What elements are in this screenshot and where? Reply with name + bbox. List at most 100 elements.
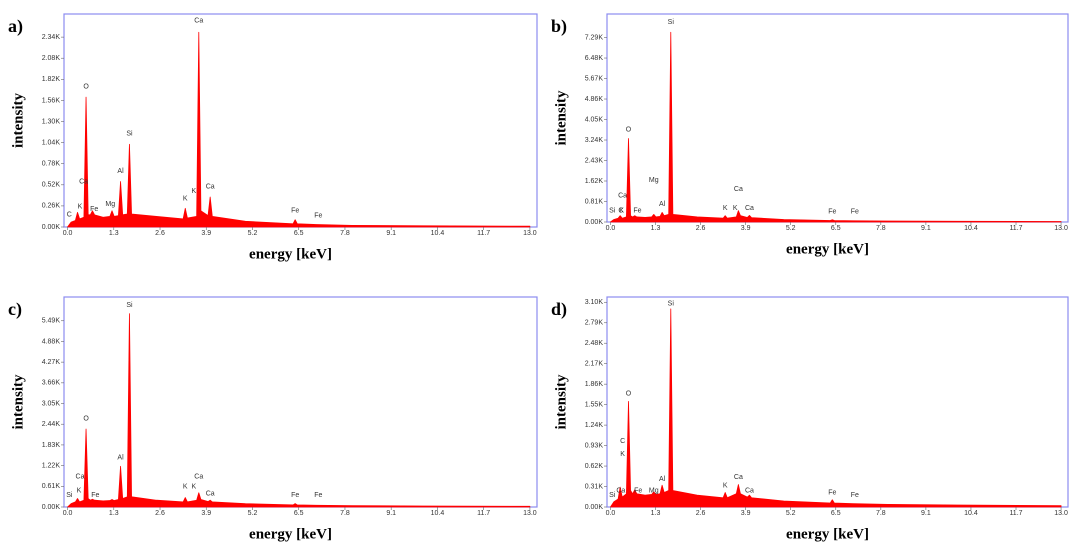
x-tick-label: 7.8: [876, 510, 886, 517]
x-tick-label: 2.6: [155, 510, 165, 517]
peak-label: K: [733, 205, 738, 212]
y-tick-label: 2.08K: [42, 55, 61, 62]
x-tick-label: 5.2: [248, 510, 258, 517]
peak-label: K: [723, 205, 728, 212]
peak-label: Fe: [314, 212, 322, 219]
y-tick-label: 0.93K: [585, 442, 604, 449]
x-tick-label: 0.0: [63, 510, 73, 517]
y-tick-label: 1.22K: [42, 462, 61, 469]
x-tick-label: 7.8: [340, 510, 350, 517]
x-tick-label: 7.8: [876, 225, 886, 232]
peak-label: O: [626, 390, 632, 397]
peak-label: Ca: [734, 474, 743, 481]
x-tick-label: 2.6: [155, 230, 165, 237]
x-axis-label: energy [keV]: [249, 246, 332, 262]
peak-label: Ca: [734, 186, 743, 193]
peak-label: Fe: [91, 492, 99, 499]
peak-label: Ca: [206, 183, 215, 190]
y-tick-label: 0.31K: [585, 483, 604, 490]
peak-label: Fe: [633, 207, 641, 214]
spectrum: [610, 31, 1062, 223]
x-tick-label: 1.3: [651, 510, 661, 517]
peak-label: Ca: [206, 490, 215, 497]
y-tick-label: 6.48K: [585, 55, 604, 62]
panel-label: c): [8, 299, 22, 320]
peak-label: Fe: [828, 489, 836, 496]
peak-label: Si: [609, 207, 616, 214]
y-tick-label: 2.79K: [585, 320, 604, 327]
y-tick-label: 4.05K: [585, 116, 604, 123]
x-tick-label: 11.7: [1009, 510, 1022, 517]
peak-label: Al: [659, 476, 666, 483]
x-tick-label: 5.2: [786, 225, 796, 232]
peak-label: Fe: [634, 487, 642, 494]
y-tick-label: 5.49K: [42, 318, 61, 325]
peak-label: O: [83, 83, 89, 90]
x-tick-label: 11.7: [477, 230, 490, 237]
y-tick-label: 0.00K: [42, 224, 61, 231]
y-tick-label: 3.10K: [585, 299, 604, 306]
y-tick-label: 2.48K: [585, 340, 604, 347]
x-tick-label: 3.9: [201, 510, 211, 517]
y-tick-label: 1.62K: [585, 178, 604, 185]
peak-label: O: [626, 126, 632, 133]
y-tick-label: 1.82K: [42, 76, 61, 83]
peak-label: Si: [126, 131, 133, 138]
y-tick-label: 0.61K: [42, 483, 61, 490]
peak-label: Ca: [79, 178, 88, 185]
peak-label: Fe: [90, 206, 98, 213]
peak-label: Mg: [649, 177, 659, 184]
peak-label: Fe: [851, 209, 859, 216]
x-tick-label: 1.3: [651, 225, 661, 232]
peak-label: Fe: [291, 492, 299, 499]
y-tick-label: 3.05K: [42, 400, 61, 407]
spectrum: [67, 31, 531, 228]
spectrum: [67, 313, 531, 508]
peak-label: Ca: [618, 192, 627, 199]
plot-frame: [606, 13, 1069, 223]
y-axis-label: intensity: [10, 93, 26, 149]
spectrum: [610, 308, 1062, 508]
panel-label: a): [8, 16, 23, 37]
x-tick-label: 9.1: [921, 510, 931, 517]
peak-label: Fe: [314, 492, 322, 499]
peak-label: K: [620, 451, 625, 458]
x-tick-label: 3.9: [201, 230, 211, 237]
y-tick-label: 1.55K: [585, 401, 604, 408]
x-axis-label: energy [keV]: [786, 526, 869, 542]
x-tick-label: 0.0: [606, 225, 616, 232]
peak-label: Fe: [291, 208, 299, 215]
y-tick-label: 0.26K: [42, 203, 61, 210]
peak-label: Mg: [105, 201, 115, 208]
peak-label: K: [723, 483, 728, 490]
x-tick-label: 0.0: [63, 230, 73, 237]
x-tick-label: 6.5: [831, 225, 841, 232]
x-tick-label: 9.1: [386, 510, 396, 517]
peak-label: Ca: [616, 487, 625, 494]
x-tick-label: 13.0: [523, 230, 537, 237]
y-tick-label: 1.83K: [42, 442, 61, 449]
peak-label: C: [67, 212, 72, 219]
x-tick-label: 9.1: [386, 230, 396, 237]
x-tick-label: 11.7: [1009, 225, 1022, 232]
x-axis-label: energy [keV]: [249, 526, 332, 542]
y-axis-label: intensity: [553, 90, 569, 146]
y-axis-label: intensity: [10, 374, 26, 430]
peak-label: Ca: [745, 487, 754, 494]
peak-label: Si: [609, 492, 616, 499]
panel-label: d): [551, 299, 567, 320]
x-tick-label: 5.2: [248, 230, 258, 237]
peak-label: K: [619, 207, 624, 214]
x-tick-label: 11.7: [477, 510, 490, 517]
peak-label: K: [78, 204, 83, 211]
y-tick-label: 0.00K: [42, 504, 61, 511]
x-tick-label: 13.0: [1054, 225, 1068, 232]
x-tick-label: 13.0: [1054, 510, 1068, 517]
peak-label: K: [191, 188, 196, 195]
y-tick-label: 5.67K: [585, 75, 604, 82]
peak-label: K: [191, 483, 196, 490]
y-tick-label: 0.52K: [42, 182, 61, 189]
y-tick-label: 2.34K: [42, 34, 61, 41]
peak-label: Mg: [649, 487, 659, 494]
